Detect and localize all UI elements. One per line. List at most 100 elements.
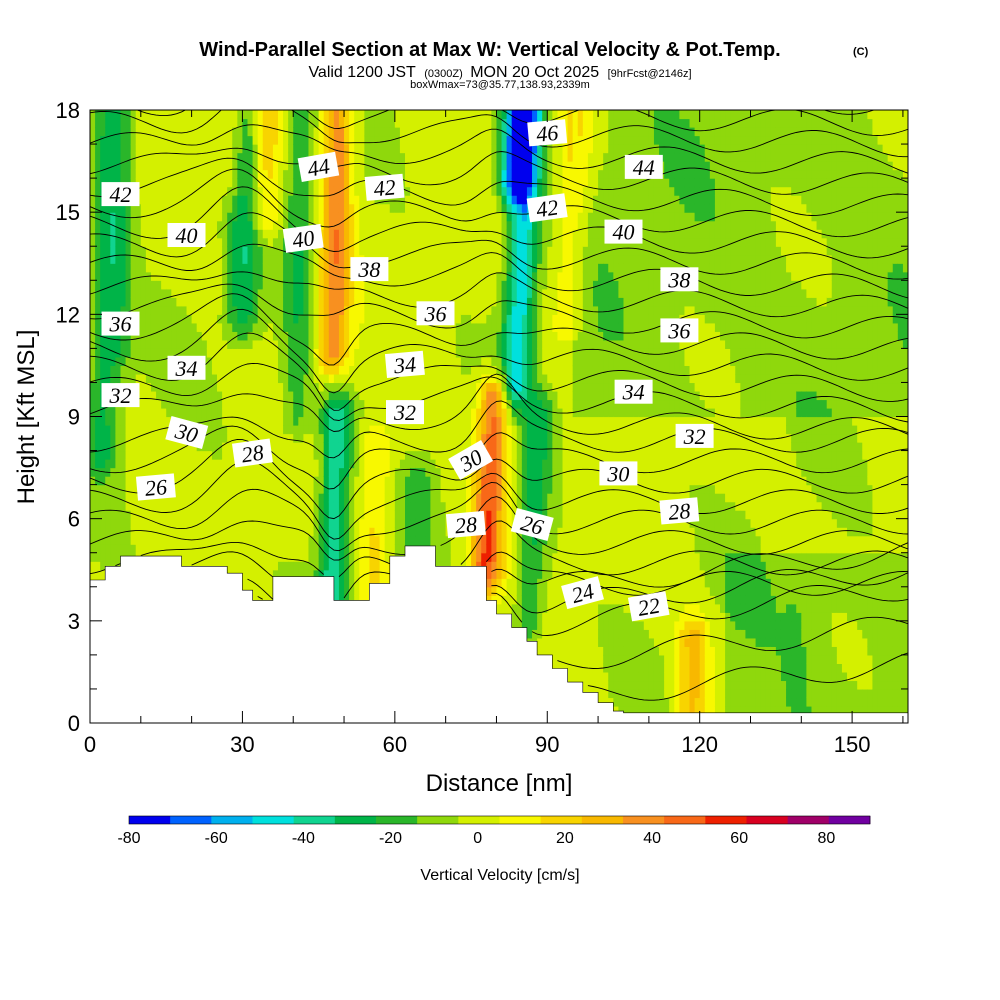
w-cell bbox=[313, 195, 320, 205]
w-cell bbox=[232, 535, 238, 545]
w-cell bbox=[364, 169, 371, 179]
w-cell bbox=[95, 510, 101, 520]
w-cell bbox=[262, 263, 269, 273]
w-cell bbox=[176, 331, 183, 341]
w-cell bbox=[338, 544, 345, 554]
w-cell bbox=[191, 178, 198, 188]
w-cell bbox=[333, 339, 340, 349]
w-cell bbox=[379, 476, 386, 486]
w-cell bbox=[176, 484, 183, 494]
w-cell bbox=[277, 271, 284, 281]
w-cell bbox=[95, 144, 101, 154]
w-cell bbox=[90, 390, 96, 401]
w-cell bbox=[303, 322, 310, 332]
w-cell bbox=[90, 348, 96, 358]
w-cell bbox=[328, 425, 335, 435]
w-cell bbox=[425, 331, 432, 341]
w-cell bbox=[298, 110, 304, 120]
w-cell bbox=[100, 246, 106, 256]
w-cell bbox=[333, 450, 340, 460]
w-cell bbox=[115, 271, 122, 281]
w-cell bbox=[247, 135, 254, 145]
w-cell bbox=[110, 169, 116, 179]
w-cell bbox=[257, 288, 264, 298]
w-cell bbox=[435, 561, 442, 571]
w-cell bbox=[211, 561, 218, 571]
w-cell bbox=[323, 373, 330, 384]
w-cell bbox=[166, 263, 172, 273]
w-cell bbox=[186, 186, 193, 196]
w-cell bbox=[338, 220, 345, 230]
w-cell bbox=[217, 459, 223, 469]
w-cell bbox=[156, 237, 162, 247]
w-cell bbox=[379, 373, 386, 384]
w-cell bbox=[430, 382, 437, 392]
w-cell bbox=[425, 450, 432, 460]
w-cell bbox=[267, 501, 274, 511]
w-cell bbox=[405, 476, 411, 486]
w-cell bbox=[379, 110, 386, 120]
w-cell bbox=[110, 288, 116, 298]
w-cell bbox=[135, 373, 142, 384]
w-cell bbox=[364, 246, 371, 256]
w-cell bbox=[328, 110, 335, 120]
w-cell bbox=[247, 348, 254, 358]
w-cell bbox=[308, 373, 315, 384]
valid-time-line: Valid 1200 JST (0300Z) MON 20 Oct 2025 [… bbox=[308, 64, 691, 81]
w-cell bbox=[399, 527, 406, 537]
w-cell bbox=[344, 237, 350, 247]
w-cell bbox=[338, 399, 345, 409]
w-cell bbox=[257, 586, 264, 596]
w-cell bbox=[227, 399, 233, 409]
w-cell bbox=[262, 280, 269, 290]
w-cell bbox=[237, 476, 244, 486]
w-cell bbox=[166, 161, 172, 171]
w-cell bbox=[217, 476, 223, 486]
w-cell bbox=[222, 144, 228, 154]
w-cell bbox=[211, 356, 218, 367]
w-cell bbox=[359, 237, 365, 247]
w-cell bbox=[125, 348, 132, 358]
w-cell bbox=[211, 501, 218, 511]
w-cell bbox=[364, 501, 371, 511]
w-cell bbox=[349, 442, 355, 452]
w-cell bbox=[232, 476, 238, 486]
w-cell bbox=[161, 254, 167, 264]
w-cell bbox=[267, 212, 274, 222]
w-cell bbox=[293, 186, 299, 196]
w-cell bbox=[181, 552, 188, 562]
w-cell bbox=[298, 263, 304, 273]
w-cell bbox=[430, 501, 437, 511]
w-cell bbox=[257, 399, 264, 409]
w-cell bbox=[374, 331, 381, 341]
w-cell bbox=[252, 203, 259, 213]
w-cell bbox=[333, 127, 340, 137]
w-cell bbox=[369, 510, 376, 520]
w-cell bbox=[252, 356, 259, 367]
w-cell bbox=[161, 246, 167, 256]
w-cell bbox=[125, 305, 132, 315]
w-cell bbox=[140, 305, 147, 315]
w-cell bbox=[145, 322, 152, 332]
w-cell bbox=[430, 280, 437, 290]
w-cell bbox=[318, 212, 325, 222]
w-cell bbox=[344, 229, 350, 239]
w-cell bbox=[318, 433, 325, 443]
w-cell bbox=[247, 288, 254, 298]
w-cell bbox=[150, 416, 157, 426]
w-cell bbox=[272, 442, 279, 452]
w-cell bbox=[100, 356, 106, 367]
w-cell bbox=[364, 339, 371, 349]
w-cell bbox=[176, 476, 183, 486]
w-cell bbox=[369, 425, 376, 435]
w-cell bbox=[425, 280, 432, 290]
w-cell bbox=[283, 544, 289, 554]
w-cell bbox=[206, 322, 213, 332]
w-cell bbox=[217, 127, 223, 137]
w-cell bbox=[359, 407, 365, 418]
w-cell bbox=[435, 237, 442, 247]
w-cell bbox=[166, 510, 172, 520]
w-cell bbox=[135, 229, 142, 239]
w-cell bbox=[323, 527, 330, 537]
